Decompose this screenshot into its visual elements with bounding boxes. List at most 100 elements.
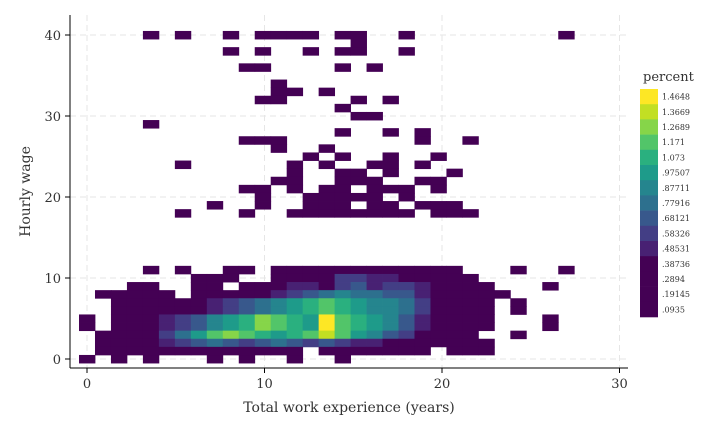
heatmap-cell-173	[318, 290, 336, 299]
heatmap-cell-353	[238, 346, 256, 356]
heatmap-cell-16	[350, 47, 367, 56]
heatmap-cell-344	[94, 346, 112, 356]
heatmap-cell-169	[254, 290, 272, 299]
heatmap-cell-178	[398, 290, 415, 299]
heatmap-cell-316	[158, 338, 176, 348]
legend-label-9: .58326	[662, 229, 690, 238]
heatmap-cell-22	[270, 79, 288, 89]
heatmap-cell-198	[318, 298, 336, 307]
heatmap-cell-171	[286, 290, 304, 299]
heatmap-cell-153	[398, 282, 415, 291]
heatmap-cell-365	[462, 346, 479, 356]
heatmap-cell-244	[238, 314, 256, 323]
heatmap-cell-90	[430, 201, 447, 210]
heatmap-cell-55	[334, 168, 351, 178]
heatmap-cell-134	[398, 273, 415, 283]
heatmap-cell-63	[366, 176, 383, 186]
heatmap-cell-291	[158, 330, 176, 340]
heatmap-cell-200	[350, 298, 367, 307]
heatmap-cell-276	[334, 322, 351, 332]
heatmap-cell-157	[462, 282, 479, 291]
heatmap-cell-139	[126, 282, 144, 291]
heatmap-cell-159	[542, 282, 559, 291]
heatmap-cell-322	[254, 338, 272, 348]
heatmap-cell-257	[446, 314, 463, 323]
x-tick-label-3: 30	[611, 377, 628, 392]
legend-swatch-1	[640, 104, 658, 120]
heatmap-cell-170	[270, 290, 288, 299]
heatmap-cell-103	[446, 209, 463, 218]
heatmap-cell-87	[366, 201, 383, 210]
x-axis-title: Total work experience (years)	[243, 400, 454, 416]
heatmap-cell-102	[430, 209, 447, 218]
heatmap-cell-144	[254, 282, 272, 291]
heatmap-cell-303	[350, 330, 367, 340]
heatmap-cell-95	[302, 209, 320, 218]
heatmap-cell-259	[478, 314, 495, 323]
heatmap-cell-317	[174, 338, 192, 348]
heatmap-cell-280	[398, 322, 415, 332]
heatmap-cell-30	[334, 103, 351, 113]
heatmap-cell-274	[302, 322, 320, 332]
heatmap-cell-122	[558, 265, 575, 275]
y-tick-label-2: 20	[44, 191, 61, 206]
heatmap-cell-236	[110, 314, 128, 323]
heatmap-cell-138	[462, 273, 479, 283]
y-tick-label-4: 40	[44, 29, 61, 44]
heatmap-cell-52	[382, 160, 399, 170]
heatmap-cell-366	[478, 346, 495, 356]
heatmap-cell-258	[462, 314, 479, 323]
heatmap-cell-41	[462, 136, 479, 145]
heatmap-cell-267	[190, 322, 208, 332]
heatmap-cell-254	[398, 314, 415, 323]
heatmap-cell-84	[302, 201, 320, 210]
heatmap-cell-224	[334, 306, 351, 315]
legend-label-1: 1.3669	[662, 108, 690, 117]
heatmap-cell-242	[206, 314, 224, 323]
heatmap-cell-247	[286, 314, 304, 323]
heatmap-cell-281	[414, 322, 431, 332]
heatmap-cell-25	[318, 87, 336, 97]
heatmap-cell-184	[494, 290, 511, 299]
heatmap-cell-59	[270, 176, 288, 186]
heatmap-cell-311	[510, 330, 527, 340]
heatmap-cell-273	[286, 322, 304, 332]
heatmap-cell-53	[414, 160, 431, 170]
heatmap-cell-44	[302, 152, 320, 161]
heatmap-cell-348	[158, 346, 176, 356]
heatmap-cell-334	[446, 338, 463, 348]
heatmap-cell-323	[270, 338, 288, 348]
heatmap-cell-17	[398, 47, 415, 56]
heatmap-cell-326	[318, 338, 336, 348]
heatmap-cell-142	[206, 282, 224, 291]
heatmap-cell-338	[110, 354, 128, 364]
heatmap-cell-82	[206, 201, 224, 210]
heatmap-cell-29	[382, 95, 399, 105]
legend-swatch-11	[640, 256, 658, 272]
legend-swatch-6	[640, 180, 658, 196]
heatmap-cell-279	[382, 322, 399, 332]
heatmap-cell-61	[334, 176, 351, 186]
heatmap-cell-222	[302, 306, 320, 315]
heatmap-cell-255	[414, 314, 431, 323]
heatmap-cell-33	[142, 120, 160, 129]
heatmap-cell-214	[174, 306, 192, 315]
heatmap-cell-73	[398, 184, 415, 194]
heatmap-cell-143	[238, 282, 256, 291]
heatmap-cell-211	[126, 306, 144, 315]
heatmap-cell-319	[206, 338, 224, 348]
heatmap-cell-79	[350, 192, 367, 202]
heatmap-cell-162	[126, 290, 144, 299]
heatmap-cell-92	[174, 209, 192, 218]
heatmap-cell-27	[270, 95, 288, 105]
heatmap-cell-64	[414, 176, 431, 186]
heatmap-cell-314	[126, 338, 144, 348]
heatmap-cell-231	[446, 306, 463, 315]
heatmap-cell-60	[286, 176, 304, 186]
heatmap-cell-174	[334, 290, 351, 299]
heatmap-cell-68	[286, 184, 304, 194]
heatmap-cell-107	[222, 265, 240, 275]
heatmap-cell-127	[286, 273, 304, 283]
heatmap-cell-356	[286, 346, 304, 356]
heatmap-cell-18	[238, 63, 256, 72]
